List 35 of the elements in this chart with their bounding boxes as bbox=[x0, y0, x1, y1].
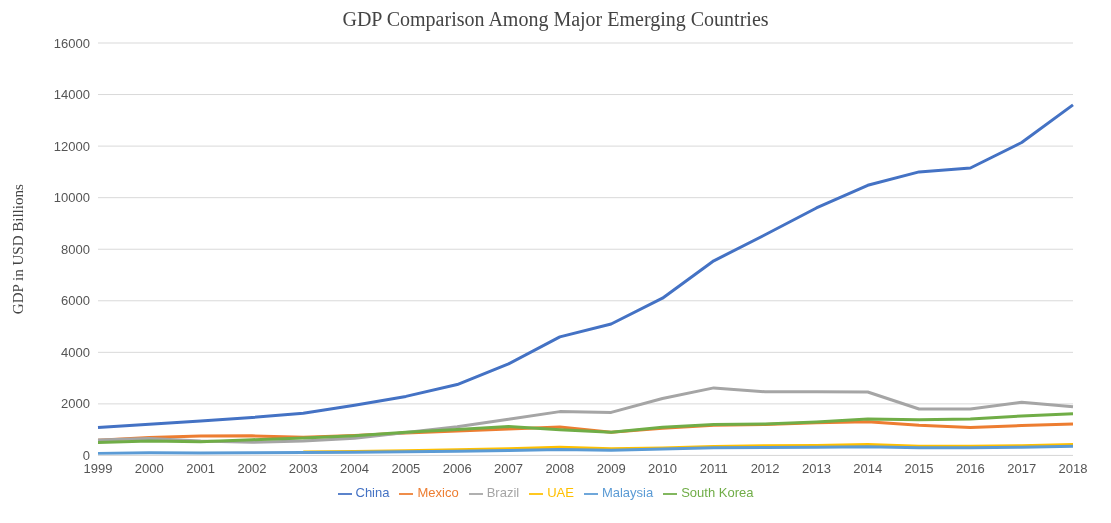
legend-label: Mexico bbox=[417, 485, 459, 501]
x-tick-label: 2012 bbox=[750, 460, 780, 476]
y-tick-label: 4000 bbox=[61, 344, 90, 360]
x-tick-label: 2002 bbox=[237, 460, 267, 476]
x-tick-label: 2004 bbox=[340, 460, 370, 476]
chart-title: GDP Comparison Among Major Emerging Countries bbox=[341, 8, 770, 31]
y-tick-label: 6000 bbox=[61, 293, 90, 309]
y-axis-title: GDP in USD Billions bbox=[10, 184, 27, 315]
x-tick-label: 2003 bbox=[288, 460, 318, 476]
x-tick-label: 2011 bbox=[699, 460, 728, 476]
x-tick-label: 2013 bbox=[801, 460, 831, 476]
x-tick-label: 2006 bbox=[442, 460, 472, 476]
x-tick-label: 2014 bbox=[853, 460, 883, 476]
x-tick-label: 2017 bbox=[1007, 460, 1037, 476]
x-tick-label: 2010 bbox=[648, 460, 677, 476]
x-tick-label: 2016 bbox=[955, 460, 985, 476]
y-tick-label: 16000 bbox=[53, 35, 90, 51]
legend-label: China bbox=[355, 485, 390, 501]
x-tick-label: 2008 bbox=[545, 460, 575, 476]
y-tick-label: 10000 bbox=[53, 190, 90, 206]
legend-label: UAE bbox=[547, 485, 574, 501]
y-tick-label: 8000 bbox=[61, 241, 90, 257]
legend-label: Malaysia bbox=[601, 485, 654, 501]
x-tick-label: 2015 bbox=[904, 460, 934, 476]
x-tick-label: 2000 bbox=[134, 460, 164, 476]
y-tick-label: 12000 bbox=[53, 138, 90, 154]
x-tick-label: 2009 bbox=[596, 460, 626, 476]
x-tick-label: 2005 bbox=[391, 460, 421, 476]
x-tick-label: 2007 bbox=[494, 460, 523, 476]
legend-label: South Korea bbox=[681, 485, 754, 501]
legend-label: Brazil bbox=[486, 485, 520, 501]
x-tick-label: 2001 bbox=[186, 460, 216, 476]
y-tick-label: 2000 bbox=[61, 396, 90, 412]
y-tick-label: 14000 bbox=[53, 87, 90, 103]
x-tick-label: 2018 bbox=[1058, 460, 1088, 476]
